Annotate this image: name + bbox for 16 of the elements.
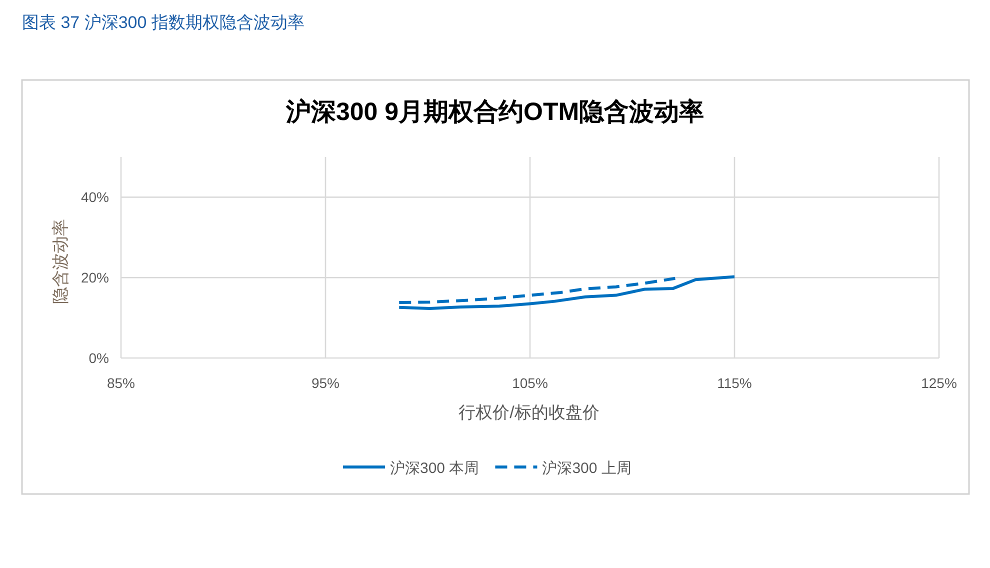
x-tick-label: 105% <box>512 375 548 391</box>
y-tick-label: 40% <box>80 189 109 206</box>
line-series <box>398 276 677 304</box>
line-series <box>398 275 736 310</box>
chart-title: 沪深300 9月期权合约OTM隐含波动率 <box>284 98 704 126</box>
x-tick-label: 95% <box>311 375 340 391</box>
legend-label: 沪深300 本周 <box>390 460 480 477</box>
chart-subtitle: 图表 37 沪深300 指数期权隐含波动率 <box>22 13 304 32</box>
x-axis-title: 行权价/标的收盘价 <box>458 403 600 422</box>
legend-label: 沪深300 上周 <box>542 460 632 477</box>
y-tick-label: 0% <box>88 350 109 366</box>
x-tick-label: 125% <box>921 375 957 391</box>
x-tick-label: 85% <box>106 375 136 391</box>
y-axis-title: 隐含波动率 <box>51 219 70 304</box>
y-tick-label: 20% <box>80 270 109 286</box>
x-tick-label: 115% <box>717 375 752 391</box>
